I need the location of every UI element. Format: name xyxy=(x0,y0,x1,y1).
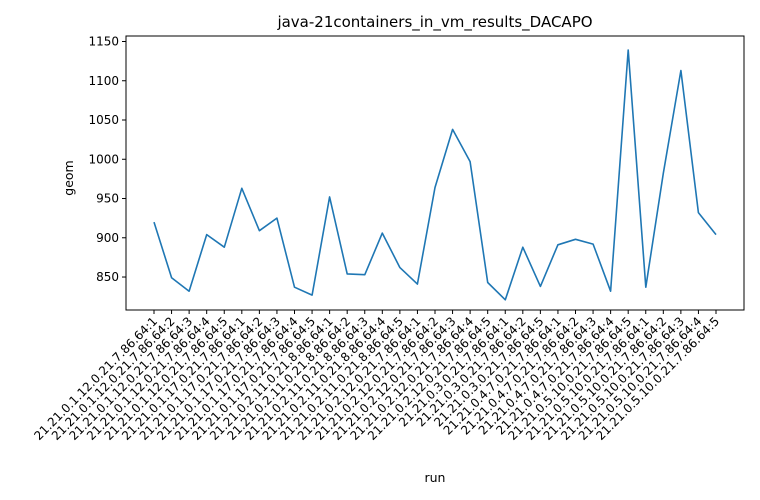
y-tick-label: 1050 xyxy=(88,113,119,127)
plot-frame xyxy=(125,35,745,311)
x-axis: 21.21.0.1.12.0.21.7.86.64:121.21.0.1.12.… xyxy=(31,310,722,443)
y-tick-label: 950 xyxy=(96,192,119,206)
y-axis-label: geom xyxy=(61,160,76,195)
y-tick-label: 900 xyxy=(96,231,119,245)
y-tick-label: 850 xyxy=(96,270,119,284)
series-line xyxy=(153,49,717,301)
y-tick-label: 1000 xyxy=(88,152,119,166)
chart-title: java-21containers_in_vm_results_DACAPO xyxy=(276,13,592,32)
y-tick-label: 1100 xyxy=(88,74,119,88)
y-tick-label: 1150 xyxy=(88,34,119,48)
y-axis: 850 900 950 1000 1050 1100 1150 xyxy=(88,34,126,284)
x-axis-label: run xyxy=(425,470,446,485)
